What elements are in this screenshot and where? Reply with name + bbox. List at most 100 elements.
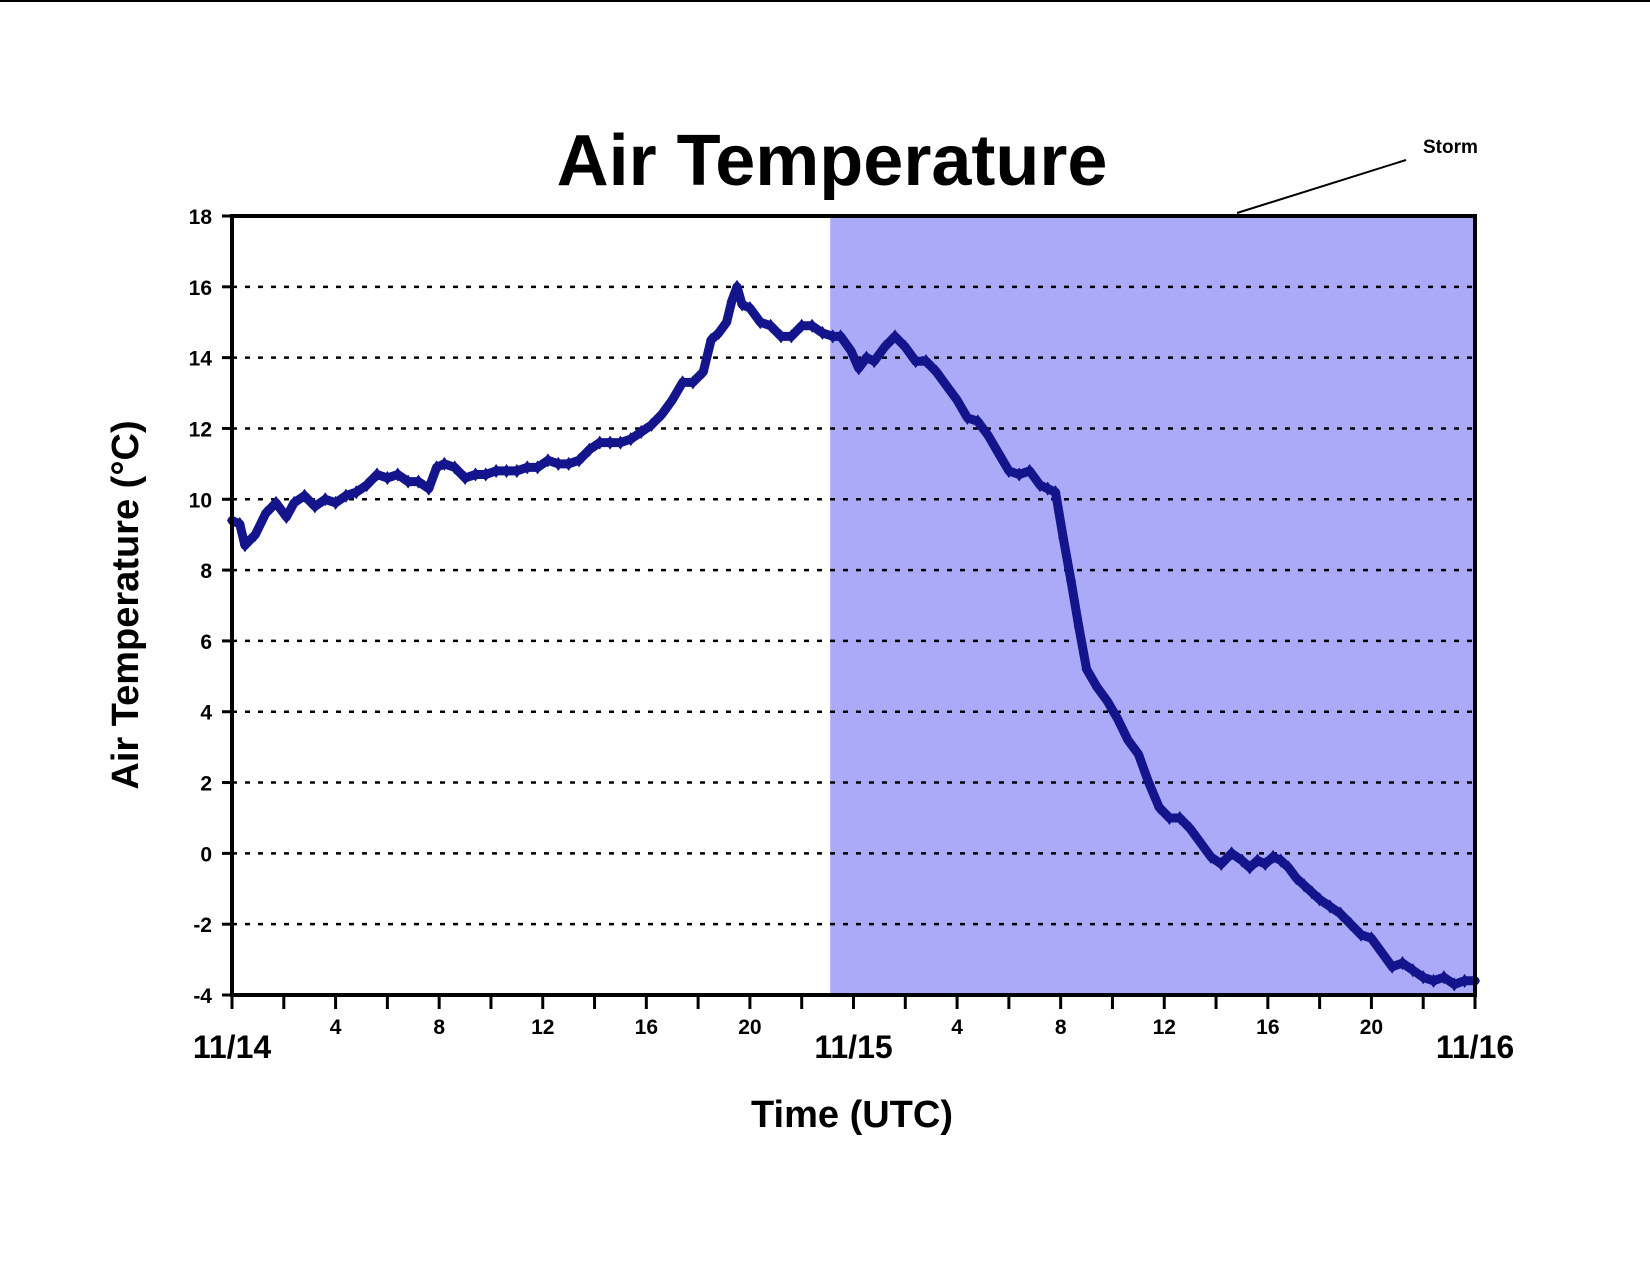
temperature-data-point: [309, 499, 320, 514]
temperature-data-point: [431, 460, 442, 475]
temperature-data-point: [786, 329, 797, 344]
temperature-data-point: [1133, 747, 1144, 762]
temperature-data-point: [744, 301, 755, 316]
x-tick-label-date: 11/14: [193, 1029, 272, 1065]
temperature-data-point: [522, 460, 533, 475]
temperature-data-point: [563, 456, 574, 471]
temperature-data-point: [1205, 849, 1216, 864]
x-tick-label-hour: 8: [1055, 1016, 1067, 1039]
temperature-data-point: [330, 495, 341, 510]
temperature-data-point: [511, 463, 522, 478]
temperature-data-point: [501, 463, 512, 478]
storm-annotation-leader: [1236, 159, 1407, 214]
temperature-data-point: [713, 325, 724, 340]
temperature-data-point: [392, 467, 403, 482]
temperature-data-point: [439, 456, 450, 471]
temperature-data-point: [1164, 810, 1175, 825]
temperature-data-point: [1449, 977, 1460, 992]
temperature-data-point: [667, 393, 678, 408]
temperature-data-point: [340, 488, 351, 503]
temperature-data-point: [1143, 775, 1154, 790]
temperature-data-point: [845, 343, 856, 358]
temperature-data-point: [835, 329, 846, 344]
temperature-data-point: [879, 340, 890, 355]
temperature-data-point: [553, 456, 564, 471]
x-tick-label-date: 11/16: [1436, 1029, 1514, 1065]
temperature-data-point: [910, 354, 921, 369]
temperature-data-point: [423, 481, 434, 496]
y-tick-label: 0: [200, 843, 212, 866]
temperature-data-point: [941, 378, 952, 393]
chart-title: Air Temperature: [557, 121, 1108, 201]
y-tick-label: 4: [200, 702, 212, 725]
temperature-data-point: [1459, 973, 1470, 988]
temperature-data-point: [952, 393, 963, 408]
temperature-data-point: [962, 410, 973, 425]
temperature-data-point: [574, 453, 585, 468]
temperature-data-point: [1376, 945, 1387, 960]
temperature-data-point: [1275, 853, 1286, 868]
temperature-data-point: [775, 329, 786, 344]
temperature-data-point: [1252, 853, 1263, 868]
x-axis-title: Time (UTC): [751, 1094, 953, 1136]
temperature-data-point: [1397, 956, 1408, 971]
temperature-data-point: [1306, 885, 1317, 900]
y-axis-title: Air Temperature (°C): [105, 420, 147, 789]
temperature-data-point: [1335, 906, 1346, 921]
temperature-data-point: [361, 478, 372, 493]
temperature-data-point: [731, 279, 742, 294]
temperature-data-point: [239, 538, 250, 553]
temperature-data-point: [1356, 927, 1367, 942]
temperature-data-point: [1003, 463, 1014, 478]
temperature-data-point: [351, 485, 362, 500]
temperature-data-point: [1407, 963, 1418, 978]
temperature-data-point: [491, 463, 502, 478]
temperature-data-point: [1112, 711, 1123, 726]
temperature-data-point: [921, 354, 932, 369]
temperature-data-point: [480, 467, 491, 482]
temperature-data-point: [542, 453, 553, 468]
x-tick-label-date: 11/15: [814, 1029, 892, 1065]
temperature-data-point: [1260, 856, 1271, 871]
temperature-data-point: [1291, 871, 1302, 886]
temperature-data-point: [1324, 899, 1335, 914]
temperature-data-point: [1042, 481, 1053, 496]
temperature-data-point: [1014, 467, 1025, 482]
temperature-data-point: [271, 495, 282, 510]
temperature-data-point: [1345, 917, 1356, 932]
temperature-data-point: [796, 318, 807, 333]
y-tick-label: 2: [200, 773, 212, 796]
temperature-data-point: [721, 315, 732, 330]
temperature-data-point: [1283, 860, 1294, 875]
temperature-data-point: [765, 318, 776, 333]
temperature-data-point: [656, 407, 667, 422]
temperature-data-point: [1073, 619, 1084, 634]
temperature-data-point: [1244, 860, 1255, 875]
temperature-data-point: [1418, 970, 1429, 985]
temperature-data-point: [403, 474, 414, 489]
temperature-data-point: [1236, 853, 1247, 868]
temperature-data-point: [594, 435, 605, 450]
y-tick-label: 18: [189, 206, 213, 229]
temperature-data-point: [1185, 821, 1196, 836]
temperature-data-point: [1034, 478, 1045, 493]
temperature-data-point: [807, 318, 818, 333]
x-tick-label-hour: 4: [330, 1016, 342, 1039]
temperature-data-point: [1081, 662, 1092, 677]
temperature-data-point: [817, 325, 828, 340]
temperature-data-point: [900, 340, 911, 355]
temperature-data-point: [706, 332, 717, 347]
temperature-data-point: [470, 467, 481, 482]
temperature-data-point: [1216, 856, 1227, 871]
x-tick-label-hour: 12: [531, 1016, 554, 1039]
temperature-data-point: [320, 492, 331, 507]
temperature-data-point: [931, 364, 942, 379]
temperature-data-point: [449, 460, 460, 475]
temperature-data-point: [625, 432, 636, 447]
temperature-data-point: [281, 509, 292, 524]
temperature-data-point: [827, 329, 838, 344]
temperature-data-point: [646, 417, 657, 432]
y-tick-label: 14: [189, 348, 213, 371]
temperature-data-point: [234, 517, 245, 532]
